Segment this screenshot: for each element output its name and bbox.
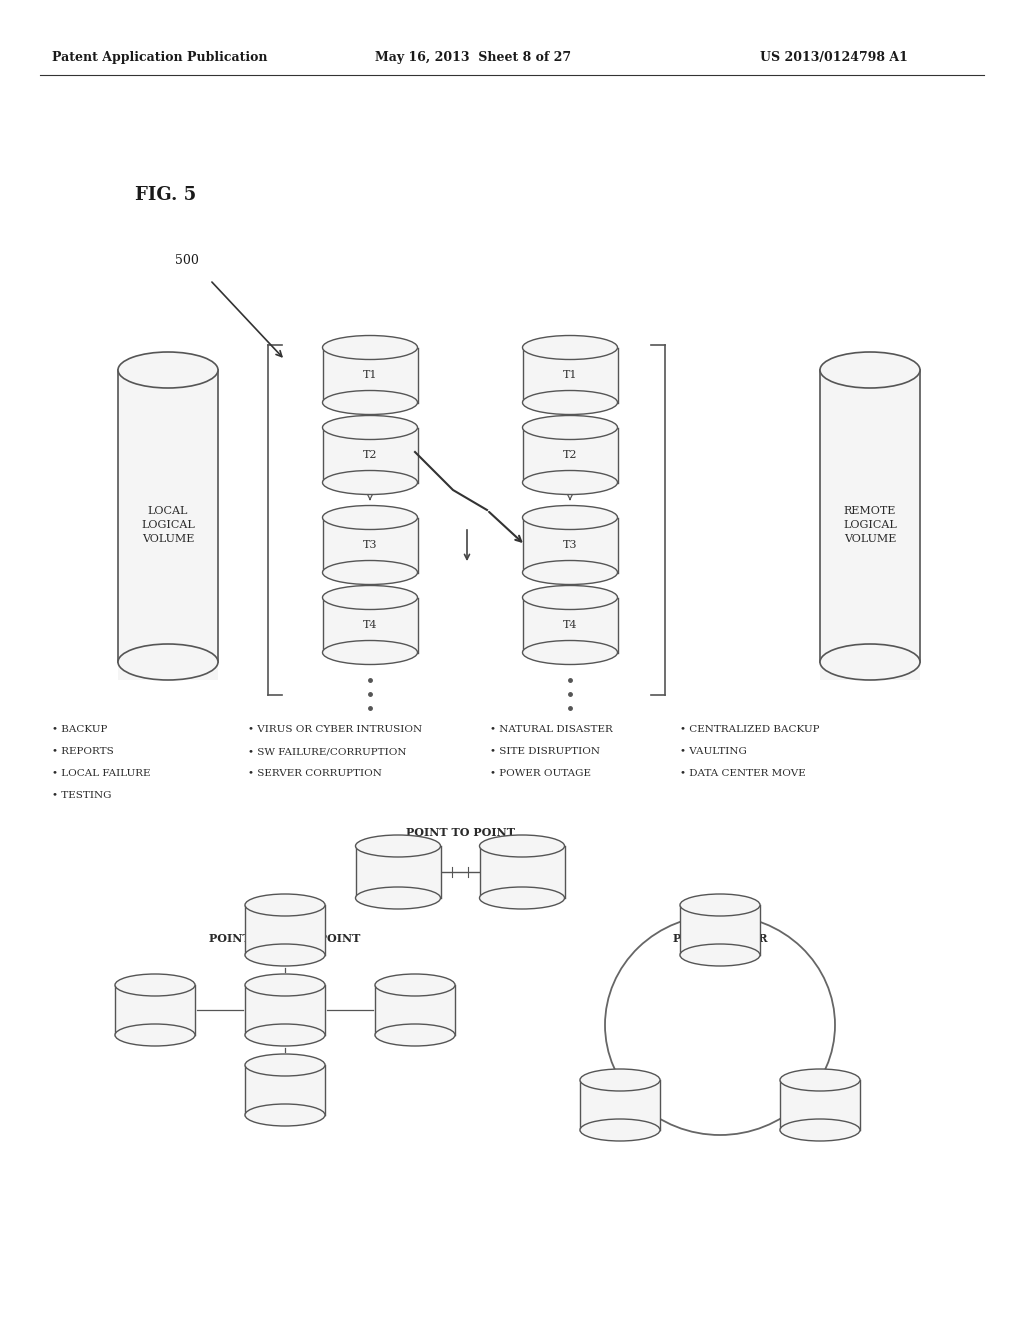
Ellipse shape (118, 644, 218, 680)
Ellipse shape (323, 416, 418, 440)
FancyBboxPatch shape (522, 347, 617, 403)
Text: • SITE DISRUPTION: • SITE DISRUPTION (490, 747, 600, 756)
Ellipse shape (375, 974, 455, 997)
Ellipse shape (522, 640, 617, 664)
Ellipse shape (115, 974, 195, 997)
Ellipse shape (245, 1053, 325, 1076)
Ellipse shape (323, 506, 418, 529)
Ellipse shape (820, 352, 920, 388)
Ellipse shape (323, 561, 418, 585)
Ellipse shape (118, 352, 218, 388)
Text: • SERVER CORRUPTION: • SERVER CORRUPTION (248, 770, 382, 779)
Text: PEER TO PEER: PEER TO PEER (673, 932, 767, 944)
Text: • DATA CENTER MOVE: • DATA CENTER MOVE (680, 770, 806, 779)
FancyBboxPatch shape (479, 846, 564, 898)
Ellipse shape (355, 836, 440, 857)
Text: May 16, 2013  Sheet 8 of 27: May 16, 2013 Sheet 8 of 27 (375, 50, 571, 63)
Text: • CENTRALIZED BACKUP: • CENTRALIZED BACKUP (680, 726, 819, 734)
FancyBboxPatch shape (780, 1080, 860, 1130)
Text: T3: T3 (362, 540, 377, 550)
Text: • SW FAILURE/CORRUPTION: • SW FAILURE/CORRUPTION (248, 747, 407, 756)
Text: LOCAL
LOGICAL
VOLUME: LOCAL LOGICAL VOLUME (141, 506, 195, 544)
Ellipse shape (680, 894, 760, 916)
Ellipse shape (479, 887, 564, 909)
FancyBboxPatch shape (323, 517, 418, 573)
Ellipse shape (522, 391, 617, 414)
Ellipse shape (355, 887, 440, 909)
Ellipse shape (479, 836, 564, 857)
Text: Patent Application Publication: Patent Application Publication (52, 50, 267, 63)
Ellipse shape (522, 561, 617, 585)
Ellipse shape (580, 1069, 660, 1092)
Ellipse shape (115, 1024, 195, 1045)
FancyBboxPatch shape (323, 347, 418, 403)
FancyBboxPatch shape (245, 906, 325, 954)
FancyBboxPatch shape (355, 846, 440, 898)
Text: • VIRUS OR CYBER INTRUSION: • VIRUS OR CYBER INTRUSION (248, 726, 422, 734)
Text: POINT TO MULTIPOINT: POINT TO MULTIPOINT (209, 932, 360, 944)
FancyBboxPatch shape (580, 1080, 660, 1130)
Ellipse shape (245, 894, 325, 916)
Text: • REPORTS: • REPORTS (52, 747, 114, 756)
Ellipse shape (245, 944, 325, 966)
Text: • VAULTING: • VAULTING (680, 747, 746, 756)
Text: POINT TO POINT: POINT TO POINT (406, 826, 514, 837)
FancyBboxPatch shape (522, 598, 617, 652)
Text: T4: T4 (362, 620, 377, 630)
Text: T1: T1 (563, 370, 578, 380)
Text: T2: T2 (362, 450, 377, 459)
Text: T2: T2 (563, 450, 578, 459)
Ellipse shape (323, 335, 418, 359)
Ellipse shape (680, 944, 760, 966)
Ellipse shape (522, 416, 617, 440)
FancyBboxPatch shape (375, 985, 455, 1035)
Ellipse shape (245, 1024, 325, 1045)
FancyBboxPatch shape (115, 985, 195, 1035)
Text: FIG. 5: FIG. 5 (135, 186, 197, 205)
FancyBboxPatch shape (323, 598, 418, 652)
Ellipse shape (323, 640, 418, 664)
Ellipse shape (780, 1069, 860, 1092)
FancyBboxPatch shape (323, 428, 418, 483)
Ellipse shape (323, 391, 418, 414)
Text: T1: T1 (362, 370, 377, 380)
Ellipse shape (323, 470, 418, 495)
Ellipse shape (245, 1104, 325, 1126)
Ellipse shape (820, 644, 920, 680)
Text: • NATURAL DISASTER: • NATURAL DISASTER (490, 726, 612, 734)
Ellipse shape (522, 335, 617, 359)
Ellipse shape (245, 974, 325, 997)
Text: 500: 500 (175, 253, 199, 267)
Ellipse shape (522, 470, 617, 495)
FancyBboxPatch shape (522, 428, 617, 483)
Text: REMOTE
LOGICAL
VOLUME: REMOTE LOGICAL VOLUME (843, 506, 897, 544)
Text: • BACKUP: • BACKUP (52, 726, 108, 734)
FancyBboxPatch shape (680, 906, 760, 954)
Text: T3: T3 (563, 540, 578, 550)
Ellipse shape (780, 1119, 860, 1140)
FancyBboxPatch shape (245, 1065, 325, 1115)
Ellipse shape (580, 1119, 660, 1140)
FancyBboxPatch shape (118, 370, 218, 680)
Text: T4: T4 (563, 620, 578, 630)
Text: • POWER OUTAGE: • POWER OUTAGE (490, 770, 591, 779)
Text: • TESTING: • TESTING (52, 792, 112, 800)
Ellipse shape (522, 506, 617, 529)
FancyBboxPatch shape (820, 370, 920, 680)
Ellipse shape (375, 1024, 455, 1045)
Text: US 2013/0124798 A1: US 2013/0124798 A1 (760, 50, 908, 63)
FancyBboxPatch shape (522, 517, 617, 573)
Text: • LOCAL FAILURE: • LOCAL FAILURE (52, 770, 151, 779)
Ellipse shape (323, 586, 418, 610)
Ellipse shape (522, 586, 617, 610)
FancyBboxPatch shape (245, 985, 325, 1035)
